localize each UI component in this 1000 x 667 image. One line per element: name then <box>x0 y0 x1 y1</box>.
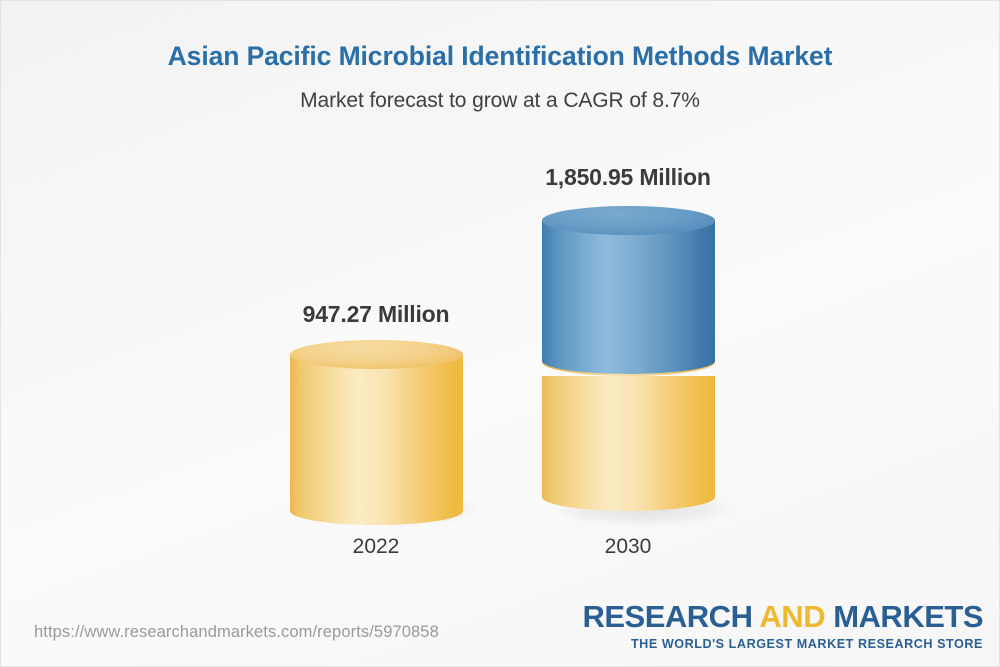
logo-word-research: RESEARCH <box>582 599 753 634</box>
bar-top-cap-2030 <box>542 206 715 235</box>
bar-base-body-2030 <box>542 376 715 497</box>
bar-body-bottom-edge-2030 <box>542 348 715 374</box>
bar-cylinder-2022 <box>290 340 463 525</box>
logo-wordmark: RESEARCH AND MARKETS <box>582 601 983 632</box>
bar-category-label-2030: 2030 <box>604 535 652 558</box>
chart-title: Asian Pacific Microbial Identification M… <box>167 41 833 71</box>
research-and-markets-logo[interactable]: RESEARCH AND MARKETS THE WORLD'S LARGEST… <box>582 601 983 651</box>
source-url[interactable]: https://www.researchandmarkets.com/repor… <box>34 623 439 641</box>
bar-category-label-2022: 2022 <box>352 535 400 558</box>
bar-top-cap-2022 <box>290 340 463 369</box>
logo-tagline: THE WORLD'S LARGEST MARKET RESEARCH STOR… <box>630 637 983 651</box>
bar-cylinder-2030 <box>542 206 715 525</box>
logo-word-and: AND <box>759 599 826 634</box>
bar-body-2030 <box>542 220 715 362</box>
bar-bottom-cap-2030 <box>542 483 715 511</box>
bar-bottom-cap-2022 <box>290 497 463 525</box>
bar-body-2022 <box>290 354 463 511</box>
logo-word-markets: MARKETS <box>833 599 983 634</box>
chart-subtitle: Market forecast to grow at a CAGR of 8.7… <box>300 89 700 112</box>
bar-value-label-2030: 1,850.95 Million <box>545 164 711 190</box>
bar-value-label-2022: 947.27 Million <box>302 301 450 327</box>
